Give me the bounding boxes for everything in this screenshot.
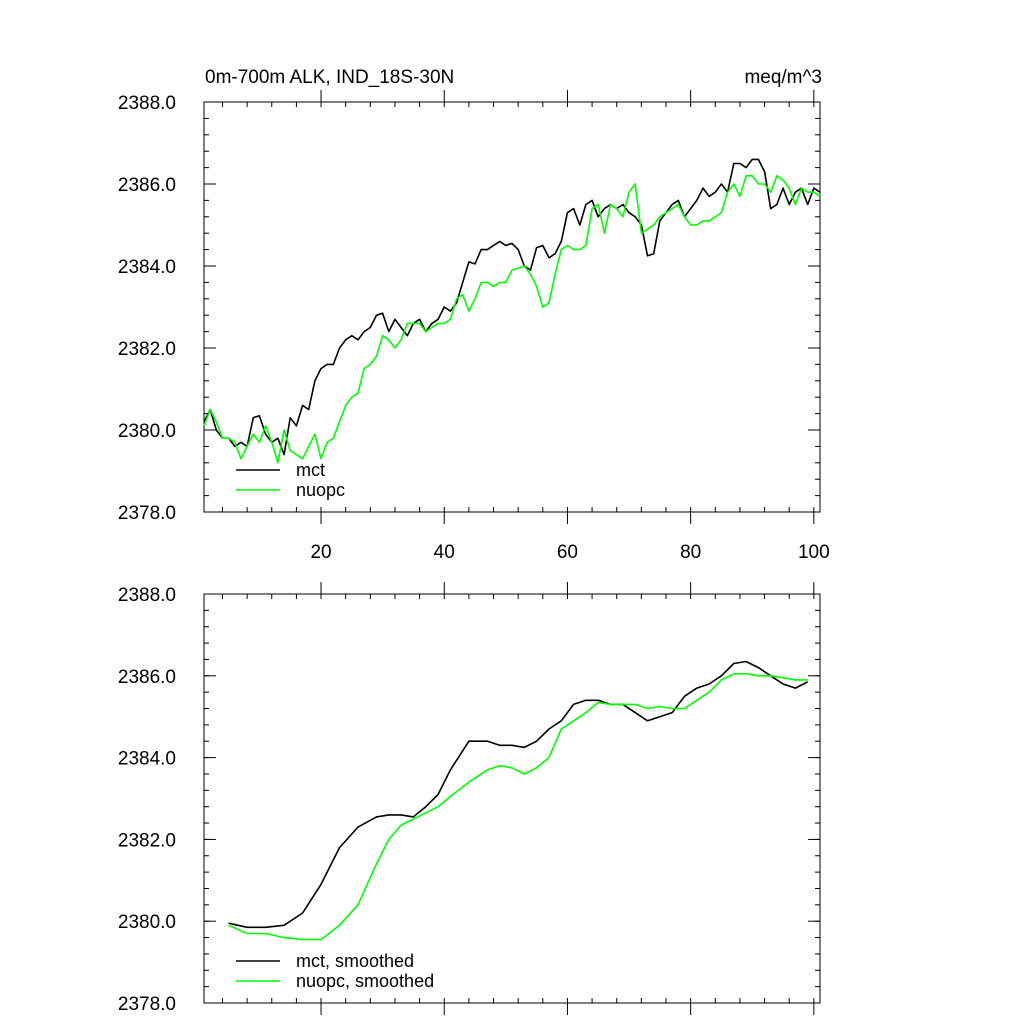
top-y-tick-label: 2384.0 [118,257,176,278]
top-plot-frame [203,101,821,513]
top-y-tick-label: 2382.0 [118,339,176,360]
top-y-tick-label: 2380.0 [118,421,176,442]
top-y-tick-label: 2386.0 [118,175,176,196]
bottom-panel: 2378.0 2380.0 2382.0 2384.0 2386.0 2388.0 mct,… [118,582,821,1015]
bottom-series-nuopc-smoothed [228,672,808,941]
units-label: meq/m^3 [744,67,822,88]
bottom-y-tick-label: 2388.0 [118,585,176,606]
top-x-tick-label: 100 [798,542,830,563]
top-x-tick-label: 20 [310,542,331,563]
top-y-tick-label: 2378.0 [118,503,176,524]
chart-title: 0m-700m ALK, IND_18S-30N [205,67,454,88]
bottom-y-tick-label: 2384.0 [118,749,176,770]
top-x-tick-label: 60 [557,542,578,563]
bottom-y-tick-label: 2382.0 [118,830,176,851]
bottom-series-mct-smoothed [228,660,809,929]
top-series-nuopc [203,175,821,464]
bottom-y-tick-label: 2386.0 [118,667,176,688]
bottom-legend-label: nuopc, smoothed [296,971,434,991]
top-y-tick-label: 2388.0 [118,93,176,114]
top-legend-label: nuopc [296,480,345,500]
top-panel: 2378.0 2380.0 2382.0 2384.0 2386.0 2388.0 20 40… [118,90,830,563]
top-series-mct [203,158,821,456]
top-legend-label: mct [296,460,325,480]
top-x-tick-label: 80 [680,542,701,563]
top-x-tick-label: 40 [434,542,455,563]
bottom-y-tick-label: 2380.0 [118,912,176,933]
bottom-plot-frame [203,593,821,1004]
bottom-y-tick-label: 2378.0 [118,994,176,1015]
bottom-legend-label: mct, smoothed [296,951,414,971]
